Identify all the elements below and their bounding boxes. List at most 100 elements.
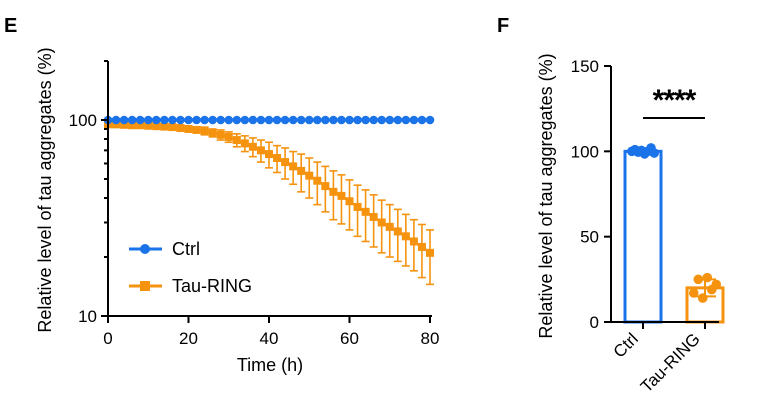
ctrl-data-point xyxy=(417,115,427,125)
line-chart: 0 20 40 60 80 10 100 Time (h) Relative level o… xyxy=(35,47,439,375)
tau-data-point xyxy=(248,142,257,151)
tau-data-point xyxy=(688,288,699,298)
ctrl-bar xyxy=(623,149,663,324)
ctrl-data-point xyxy=(313,115,322,125)
x-tick-label: 40 xyxy=(260,329,279,348)
x-tick-label: 80 xyxy=(421,329,440,348)
ctrl-data-point xyxy=(393,115,403,125)
tau-data-point xyxy=(224,132,233,141)
ctrl-data-point xyxy=(152,115,161,125)
tau-data-point xyxy=(361,207,370,216)
f-y-tick-label: 100 xyxy=(571,142,599,161)
tau-data-point xyxy=(337,191,346,200)
ctrl-data-point xyxy=(345,115,354,125)
tau-data-point xyxy=(265,150,273,159)
ctrl-data-point xyxy=(200,115,209,125)
legend-tau-marker xyxy=(140,281,150,291)
ctrl-data-point xyxy=(224,115,234,125)
ctrl-data-point xyxy=(232,115,242,125)
ctrl-data-point xyxy=(353,115,362,125)
ctrl-data-point xyxy=(184,115,193,125)
x-tick-label: 0 xyxy=(103,329,112,348)
tau-data-point xyxy=(305,171,314,180)
y-tick-label: 100 xyxy=(69,111,97,130)
tau-data-point xyxy=(409,237,418,246)
f-x-tick-label: Ctrl xyxy=(610,329,642,361)
tau-data-point xyxy=(711,279,722,290)
ctrl-data-point xyxy=(248,115,258,125)
tau-data-point xyxy=(426,248,434,257)
ctrl-data-point xyxy=(135,115,145,125)
ctrl-data-point xyxy=(385,115,395,125)
tau-data-point xyxy=(401,232,410,241)
ctrl-data-point xyxy=(208,115,217,125)
tau-data-point xyxy=(160,122,169,131)
ctrl-data-point xyxy=(296,115,306,125)
legend: Ctrl Tau-RING xyxy=(129,239,252,296)
ctrl-data-point xyxy=(111,115,121,125)
ctrl-data-point xyxy=(192,115,201,125)
ctrl-data-point xyxy=(127,115,137,125)
ctrl-data-point xyxy=(216,115,225,125)
y-tick-label: 10 xyxy=(78,307,97,326)
tau-data-point xyxy=(208,128,217,137)
significance-stars: **** xyxy=(653,84,697,117)
tau-data-point xyxy=(369,212,378,221)
tau-data-point xyxy=(693,274,704,285)
tau-data-point xyxy=(281,158,290,167)
tau-data-point xyxy=(297,166,306,175)
panel-label-e: E xyxy=(4,15,17,37)
ctrl-data-point xyxy=(337,115,346,125)
f-y-axis-title: Relative level of tau aggregates (%) xyxy=(536,53,556,338)
ctrl-data-point xyxy=(119,115,129,125)
ctrl-data-point xyxy=(329,115,338,125)
tau-data-point xyxy=(168,123,177,132)
ctrl-data-point xyxy=(143,115,153,125)
ctrl-data-point xyxy=(168,115,177,125)
ctrl-data-point xyxy=(160,115,169,125)
tau-data-point xyxy=(120,120,129,129)
tau-data-point xyxy=(329,187,338,196)
tau-data-point xyxy=(128,121,137,130)
tau-data-point xyxy=(353,202,362,211)
x-axis-title: Time (h) xyxy=(237,355,303,375)
tau-data-point xyxy=(136,121,145,130)
tau-data-point xyxy=(232,136,241,145)
ctrl-data-point xyxy=(288,115,298,125)
tau-data-point xyxy=(289,162,298,171)
legend-ctrl-label: Ctrl xyxy=(172,239,200,259)
f-y-tick-label: 0 xyxy=(590,313,599,332)
y-axis-title: Relative level of tau aggregates (%) xyxy=(35,47,55,332)
tau-data-point xyxy=(184,124,193,133)
tau-data-point xyxy=(702,272,713,283)
tau-data-point xyxy=(377,218,386,227)
tau-data-point xyxy=(313,176,322,185)
ctrl-data-point xyxy=(321,115,330,125)
x-tick-label: 20 xyxy=(179,329,198,348)
ctrl-data-point xyxy=(409,115,419,125)
tau-data-point xyxy=(256,146,265,155)
ctrl-data-point xyxy=(256,115,266,125)
tau-data-point xyxy=(112,120,121,129)
ctrl-data-point xyxy=(425,115,435,125)
ctrl-data-point xyxy=(272,115,282,125)
ctrl-data-point xyxy=(369,115,378,125)
tau-data-point xyxy=(176,124,185,133)
ctrl-data-point xyxy=(649,148,659,158)
ctrl-data-point xyxy=(176,115,185,125)
legend-ctrl-marker xyxy=(140,244,150,254)
tau-data-point xyxy=(417,242,426,251)
ctrl-data-point xyxy=(240,115,250,125)
tau-data-point xyxy=(200,126,209,135)
tau-data-point xyxy=(192,125,201,134)
tau-data-point xyxy=(697,293,708,303)
ctrl-data-point xyxy=(304,115,314,125)
tau-data-point xyxy=(240,139,249,148)
legend-tau-label: Tau-RING xyxy=(172,276,252,296)
tau-data-point xyxy=(144,121,153,130)
f-y-tick-label: 50 xyxy=(580,228,599,247)
tau-data-point xyxy=(393,227,402,236)
tau-data-point xyxy=(345,197,354,206)
